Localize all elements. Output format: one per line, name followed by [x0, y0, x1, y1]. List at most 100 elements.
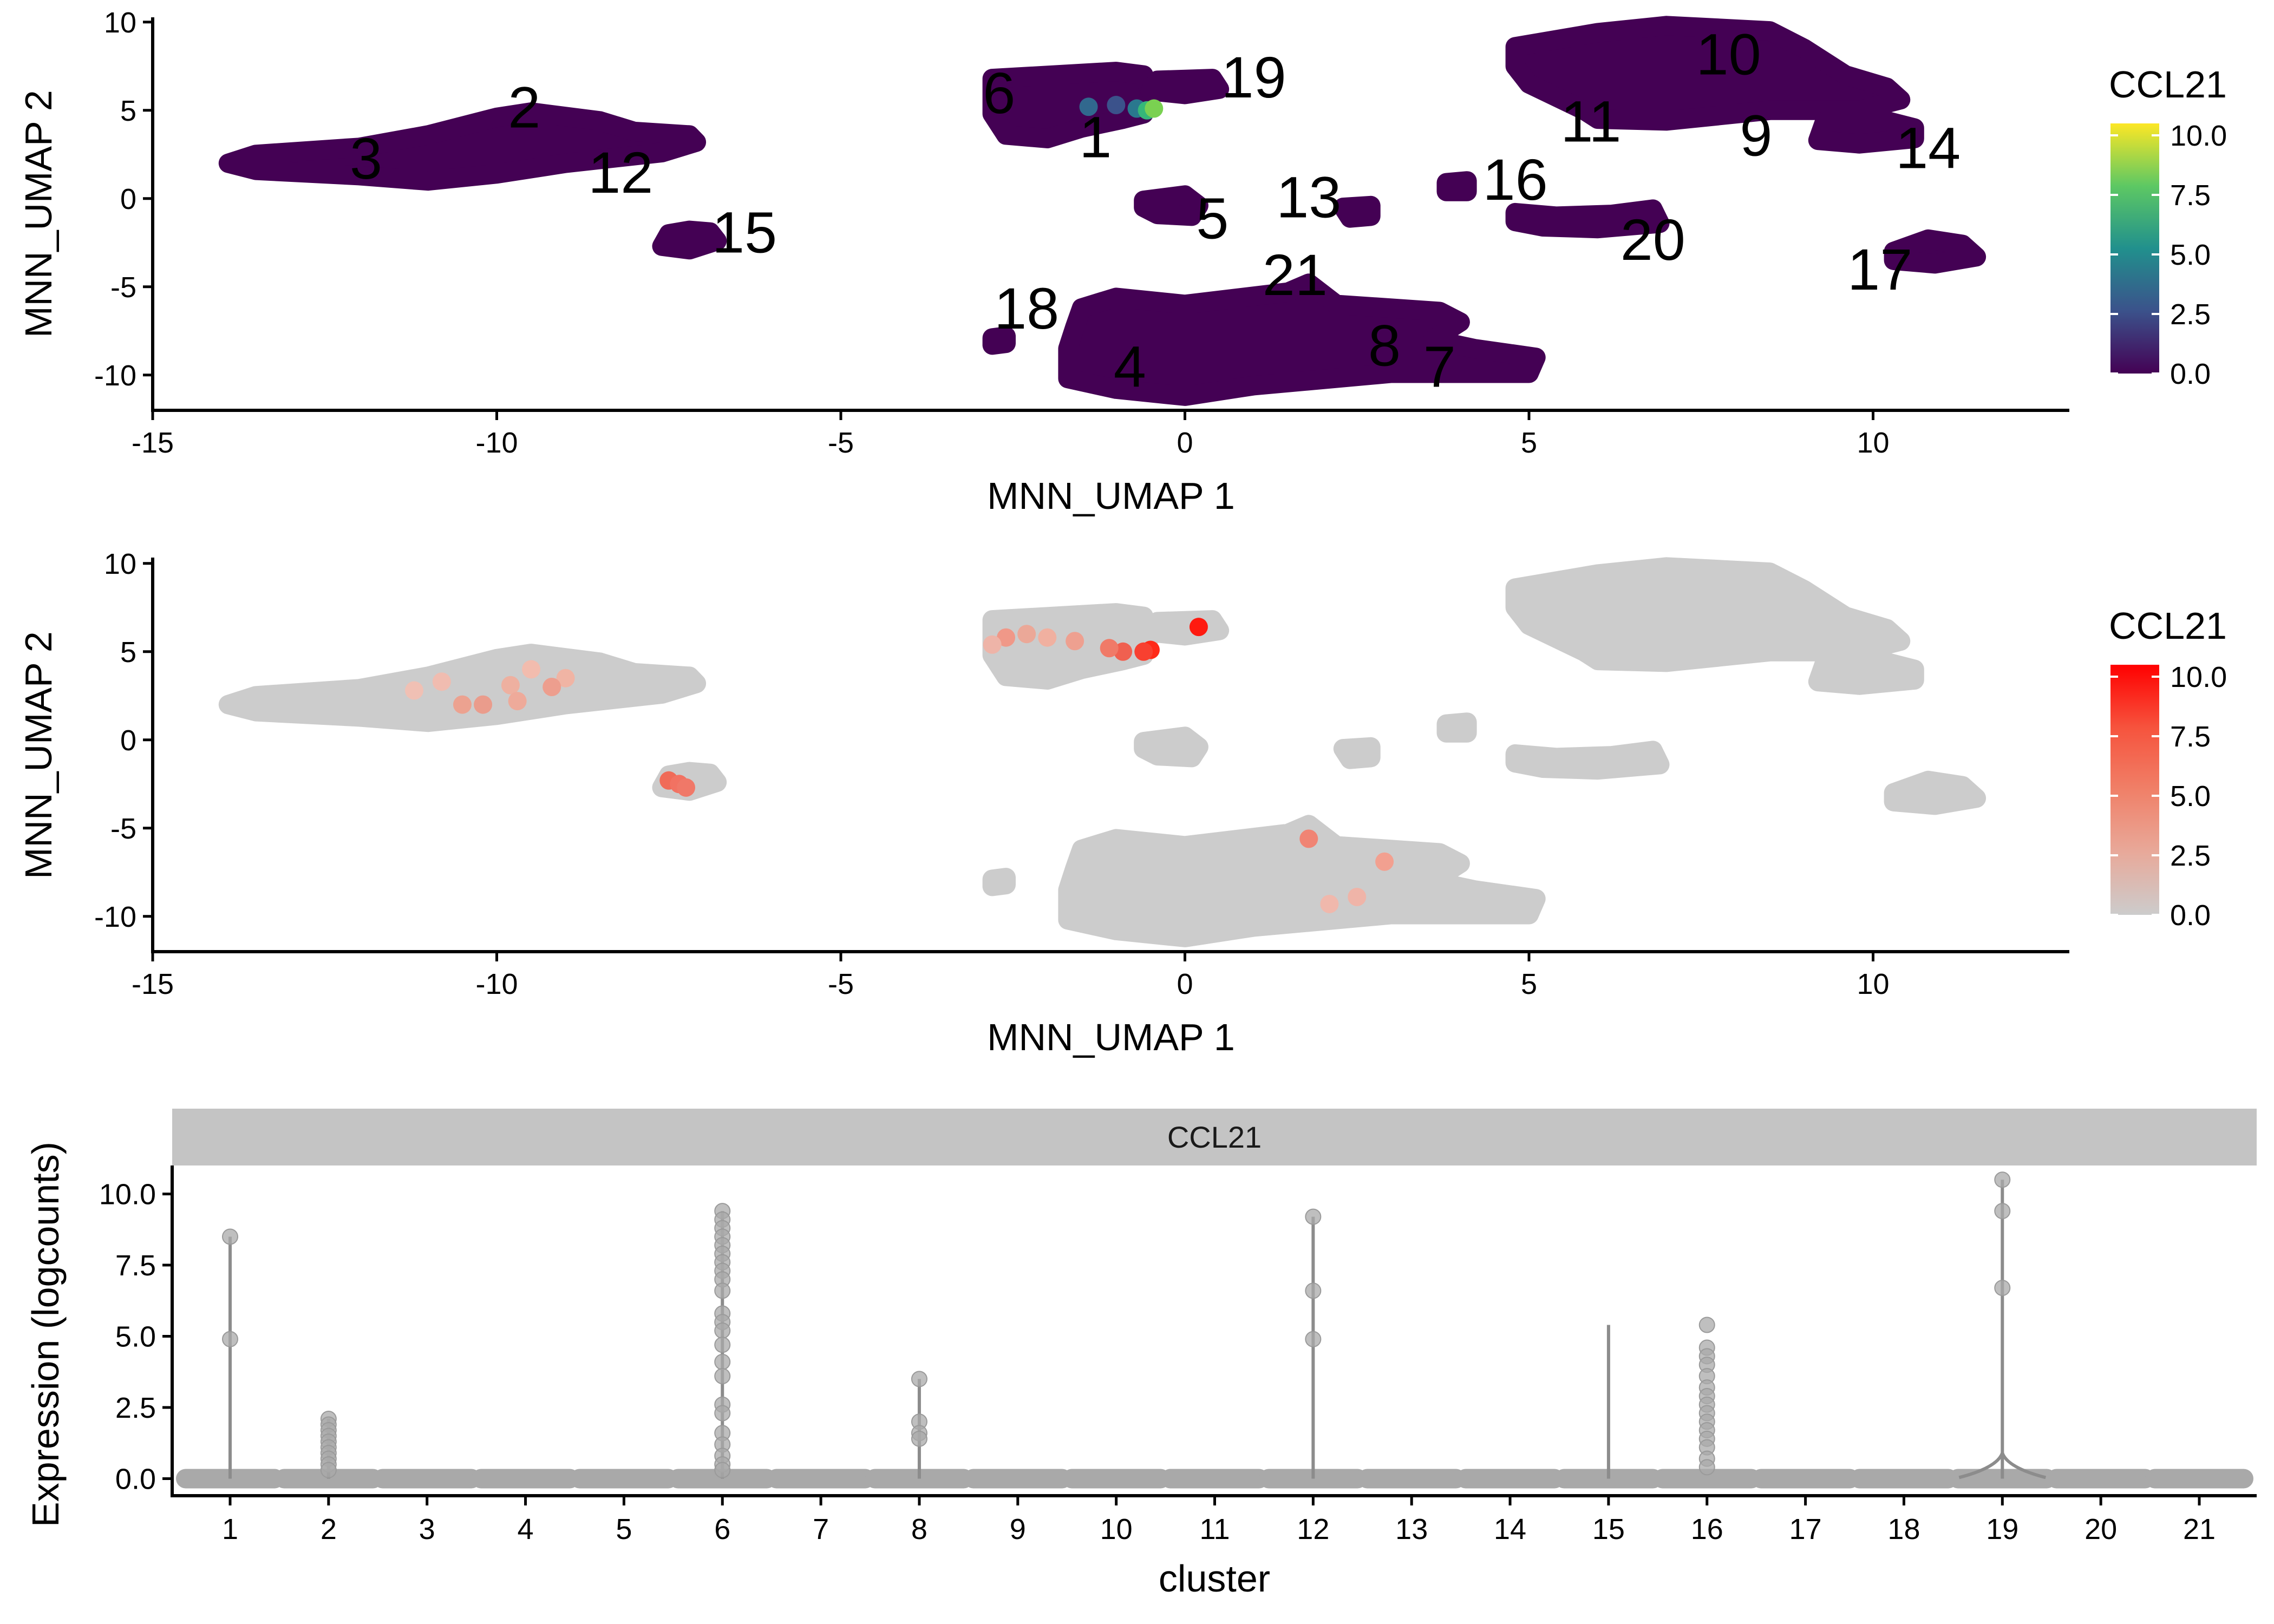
violin-x-axis-title: cluster [1159, 1557, 1270, 1600]
cluster-label: 12 [588, 140, 653, 205]
cloud-18 [982, 868, 1016, 896]
cluster-label: 13 [1276, 165, 1341, 230]
expressing-cell [432, 672, 451, 691]
cloud-19 [1140, 610, 1230, 646]
outlier-point [222, 1228, 238, 1245]
outlier-point [1305, 1282, 1322, 1299]
violin-cluster-19 [1948, 1171, 2057, 1489]
x-tick-label: 0 [1177, 427, 1193, 459]
umap-viridis-legend: CCL21 0.0 2.5 5.0 7.5 10.0 [2109, 63, 2227, 390]
umap-red-panel: -15 -10 -5 0 5 10 -10 -5 0 5 10 MNN_UMAP 1 MNN_UM… [17, 548, 2227, 1058]
violin-cluster-15 [1554, 1325, 1663, 1489]
cloud-17 [1884, 770, 1987, 815]
expressing-cell [543, 678, 561, 696]
expressing-cell [501, 676, 520, 695]
legend-tick-label: 2.5 [2170, 298, 2211, 331]
x-tick-label: 8 [911, 1513, 927, 1546]
outlier-point [714, 1368, 731, 1385]
legend-tick-label: 0.0 [2170, 358, 2211, 390]
x-tick-label: 10 [1100, 1513, 1133, 1546]
umap-viridis-x-axis-title: MNN_UMAP 1 [987, 475, 1235, 517]
expressing-cell [1079, 97, 1098, 116]
cloud-16 [1436, 171, 1477, 201]
cluster-label: 21 [1263, 242, 1328, 307]
expressing-cell [404, 681, 423, 700]
umap-viridis-legend-title: CCL21 [2109, 63, 2227, 106]
x-tick-label: 10 [1857, 427, 1889, 459]
x-tick-label: 5 [616, 1513, 632, 1546]
x-tick-label: -15 [132, 427, 174, 459]
expressing-cell [1375, 852, 1394, 871]
y-tick-label: -10 [94, 359, 136, 392]
violin-cluster-1 [176, 1228, 284, 1489]
outlier-point [714, 1462, 731, 1478]
outlier-point [911, 1430, 927, 1447]
x-tick-label: -10 [475, 427, 518, 459]
cloud-13 [1333, 737, 1381, 769]
umap-red-colorbar [2110, 665, 2159, 915]
x-tick-label: -10 [475, 968, 518, 1000]
umap-viridis-y-ticks: -10 -5 0 5 10 [94, 6, 153, 392]
x-tick-label: 14 [1494, 1513, 1526, 1546]
cloud-19 [1140, 69, 1230, 104]
y-tick-label: 10 [104, 6, 136, 39]
cluster-label: 18 [994, 276, 1059, 341]
cloud-14 [1808, 111, 1924, 154]
cloud-2-3-12 [218, 102, 707, 191]
outlier-point [1994, 1171, 2011, 1188]
cluster-label: 10 [1696, 21, 1761, 87]
cluster-label: 17 [1847, 237, 1912, 302]
outlier-point [1698, 1317, 1715, 1333]
cloud-5 [1134, 185, 1208, 226]
cloud-18 [982, 326, 1016, 355]
x-tick-label: 15 [1592, 1513, 1625, 1546]
outlier-point [222, 1331, 238, 1347]
umap-red-clusters [218, 557, 1987, 947]
violin-cluster-6 [668, 1203, 777, 1489]
violin-cluster-12 [1259, 1208, 1368, 1489]
expressing-cell [1320, 894, 1339, 913]
cloud-4-7-8-21 [1058, 815, 1546, 947]
x-tick-label: 12 [1297, 1513, 1329, 1546]
cloud-4-7-8-21 [1058, 273, 1546, 406]
y-tick-label: 7.5 [115, 1249, 156, 1282]
cloud-20 [1505, 199, 1670, 239]
expressing-cell [1134, 642, 1153, 661]
violin-y-ticks: 0.0 2.5 5.0 7.5 10.0 [99, 1178, 172, 1495]
x-tick-label: 11 [1199, 1513, 1230, 1546]
expressing-cell [1017, 625, 1036, 644]
outlier-point [714, 1337, 731, 1353]
umap-viridis-clusters [218, 16, 1987, 406]
y-tick-label: 0 [120, 183, 136, 215]
umap-viridis-x-ticks: -15 -10 -5 0 5 10 [132, 410, 1890, 459]
x-tick-label: 17 [1789, 1513, 1822, 1546]
cloud-5 [1134, 726, 1208, 768]
cluster-label: 2 [508, 74, 540, 140]
violin-shapes [176, 1171, 2253, 1489]
x-tick-label: 7 [813, 1513, 829, 1546]
umap-viridis-y-axis-title: MNN_UMAP 2 [17, 90, 60, 338]
cluster-label: 5 [1196, 186, 1229, 251]
violin-facet-label: CCL21 [1167, 1120, 1262, 1154]
x-tick-label: 21 [2183, 1513, 2216, 1546]
expressing-cell [677, 778, 696, 797]
cloud-2-3-12 [218, 644, 707, 732]
violin-panel: CCL21 1 2 3 4 5 6 7 8 9 10 11 12 13 14 15 16 17 18 19 20 21 … [24, 1109, 2257, 1600]
outlier-point [911, 1371, 927, 1387]
y-tick-label: -10 [94, 901, 136, 933]
x-tick-label: -15 [132, 968, 174, 1000]
y-tick-label: 10 [104, 548, 136, 580]
umap-viridis-highlight-cells [1079, 96, 1164, 120]
outlier-point [714, 1282, 731, 1299]
cluster-label: 11 [1560, 88, 1621, 154]
cluster-label: 19 [1221, 44, 1286, 110]
outlier-point [1698, 1459, 1715, 1476]
violin-cluster-16 [1652, 1317, 1761, 1489]
violin-facet-strip [172, 1109, 2257, 1165]
violin-cluster-8 [865, 1371, 973, 1489]
cluster-label: 16 [1483, 147, 1548, 212]
outlier-point [714, 1353, 731, 1370]
cluster-label: 1 [1079, 104, 1112, 170]
x-tick-label: 4 [518, 1513, 534, 1546]
